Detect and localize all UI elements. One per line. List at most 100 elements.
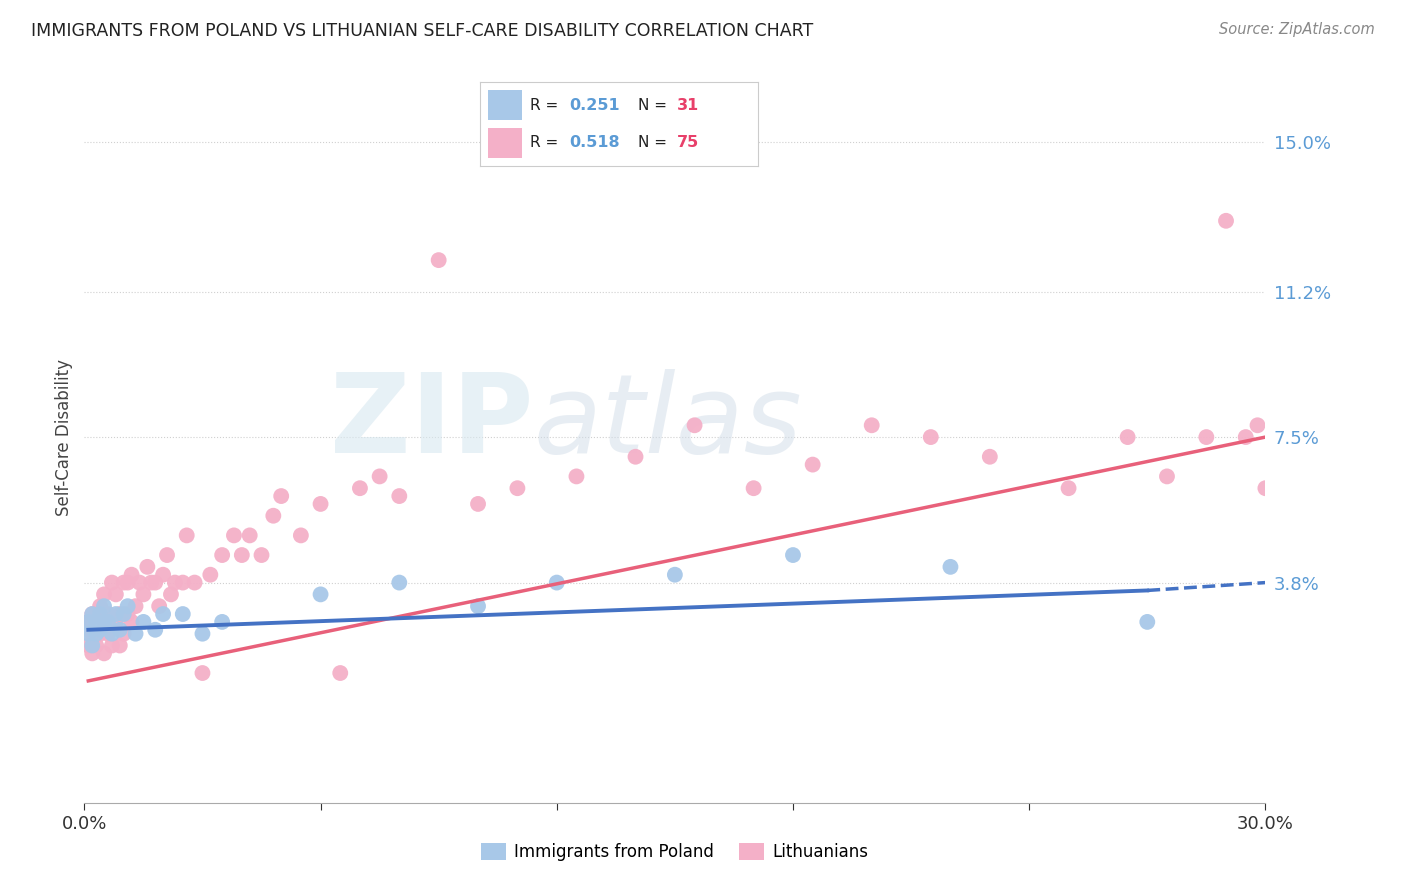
Point — [152, 607, 174, 621]
Point — [160, 587, 183, 601]
Point — [211, 548, 233, 562]
Point — [143, 623, 166, 637]
Point — [84, 639, 107, 653]
Point — [117, 599, 139, 614]
Point — [93, 599, 115, 614]
Point — [1246, 418, 1268, 433]
Point — [82, 639, 104, 653]
Point — [172, 575, 194, 590]
Point — [108, 623, 131, 637]
Point — [93, 615, 115, 629]
Point — [506, 481, 529, 495]
Point — [349, 481, 371, 495]
Point — [1195, 430, 1218, 444]
Legend: Immigrants from Poland, Lithuanians: Immigrants from Poland, Lithuanians — [474, 836, 876, 868]
Text: atlas: atlas — [533, 369, 801, 476]
Text: IMMIGRANTS FROM POLAND VS LITHUANIAN SELF-CARE DISABILITY CORRELATION CHART: IMMIGRANTS FROM POLAND VS LITHUANIAN SEL… — [31, 22, 813, 40]
Point — [89, 626, 111, 640]
Point — [97, 626, 120, 640]
Point — [1116, 430, 1139, 444]
Point — [211, 615, 233, 629]
Point — [143, 575, 166, 590]
Point — [565, 469, 588, 483]
Point — [183, 575, 205, 590]
Point — [191, 666, 214, 681]
Point — [546, 575, 568, 590]
Point — [1234, 430, 1257, 444]
Point — [84, 626, 107, 640]
Point — [112, 575, 135, 590]
Point — [82, 607, 104, 621]
Point — [1254, 481, 1277, 495]
Text: ZIP: ZIP — [330, 369, 533, 476]
Point — [152, 567, 174, 582]
Point — [89, 599, 111, 614]
Point — [132, 587, 155, 601]
Point — [132, 615, 155, 629]
Point — [93, 646, 115, 660]
Point — [1215, 214, 1237, 228]
Point — [309, 587, 332, 601]
Point — [104, 607, 127, 621]
Point — [979, 450, 1001, 464]
Point — [108, 607, 131, 621]
Point — [141, 575, 163, 590]
Point — [222, 528, 245, 542]
Point — [290, 528, 312, 542]
Point — [101, 626, 124, 640]
Point — [117, 607, 139, 621]
Point — [104, 615, 127, 629]
Point — [121, 615, 143, 629]
Point — [624, 450, 647, 464]
Point — [191, 626, 214, 640]
Y-axis label: Self-Care Disability: Self-Care Disability — [55, 359, 73, 516]
Point — [112, 626, 135, 640]
Point — [124, 626, 146, 640]
Point — [84, 626, 107, 640]
Point — [467, 599, 489, 614]
Point — [108, 639, 131, 653]
Point — [124, 599, 146, 614]
Point — [101, 639, 124, 653]
Point — [112, 607, 135, 621]
Point — [128, 575, 150, 590]
Point — [82, 646, 104, 660]
Point — [148, 599, 170, 614]
Point — [1136, 615, 1159, 629]
Point — [801, 458, 824, 472]
Point — [121, 567, 143, 582]
Point — [231, 548, 253, 562]
Point — [262, 508, 284, 523]
Point — [1156, 469, 1178, 483]
Text: Source: ZipAtlas.com: Source: ZipAtlas.com — [1219, 22, 1375, 37]
Point — [1057, 481, 1080, 495]
Point — [97, 615, 120, 629]
Point — [77, 626, 100, 640]
Point — [163, 575, 186, 590]
Point — [82, 607, 104, 621]
Point — [309, 497, 332, 511]
Point — [77, 639, 100, 653]
Point — [82, 626, 104, 640]
Point — [156, 548, 179, 562]
Point — [427, 253, 450, 268]
Point — [467, 497, 489, 511]
Point — [683, 418, 706, 433]
Point — [939, 559, 962, 574]
Point — [93, 587, 115, 601]
Point — [368, 469, 391, 483]
Point — [84, 607, 107, 621]
Point — [84, 615, 107, 629]
Point — [77, 615, 100, 629]
Point — [388, 489, 411, 503]
Point — [782, 548, 804, 562]
Point — [77, 615, 100, 629]
Point — [388, 575, 411, 590]
Point — [97, 607, 120, 621]
Point — [93, 615, 115, 629]
Point — [239, 528, 262, 542]
Point — [176, 528, 198, 542]
Point — [117, 575, 139, 590]
Point — [920, 430, 942, 444]
Point — [89, 623, 111, 637]
